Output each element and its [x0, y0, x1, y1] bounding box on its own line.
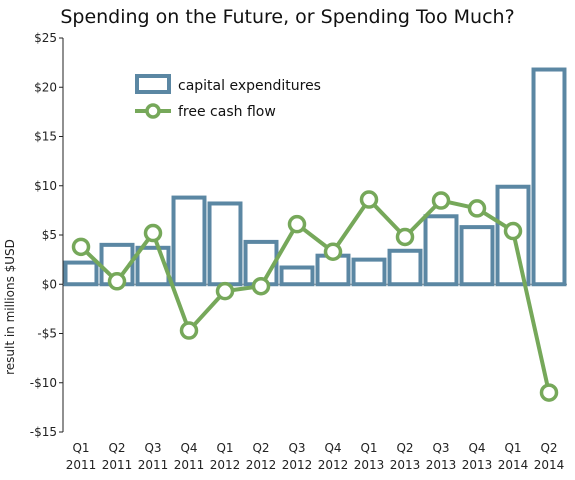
point-fcf: [287, 214, 307, 234]
x-tick-label-year: 2013: [390, 458, 421, 472]
y-tick-label: $5: [42, 228, 57, 242]
x-tick-label-year: 2011: [102, 458, 133, 472]
y-tick-label: $0: [42, 277, 57, 291]
x-tick-label-year: 2014: [498, 458, 529, 472]
x-tick-label-quarter: Q2: [540, 441, 557, 455]
y-tick-label: $20: [34, 80, 57, 94]
x-tick-label-year: 2014: [534, 458, 565, 472]
x-tick-label-quarter: Q4: [324, 441, 341, 455]
bar-capex: [63, 260, 99, 287]
x-tick-label-year: 2012: [210, 458, 241, 472]
y-tick-label: $25: [34, 31, 57, 45]
x-tick-label-quarter: Q3: [288, 441, 305, 455]
x-tick-label-year: 2012: [318, 458, 349, 472]
bar-capex: [171, 195, 207, 287]
x-tick-label-quarter: Q2: [396, 441, 413, 455]
x-tick-label-quarter: Q1: [216, 441, 233, 455]
x-tick-label-quarter: Q1: [360, 441, 377, 455]
chart-title: Spending on the Future, or Spending Too …: [60, 6, 515, 28]
y-tick-label: -$10: [30, 376, 57, 390]
y-tick-label: $10: [34, 179, 57, 193]
x-tick-label-year: 2012: [282, 458, 313, 472]
point-fcf: [251, 276, 271, 296]
point-fcf: [431, 191, 451, 210]
point-fcf: [539, 383, 559, 402]
bar-capex: [207, 201, 243, 287]
x-tick-label-year: 2011: [66, 458, 97, 472]
bar-capex: [387, 248, 423, 287]
point-fcf: [143, 223, 163, 243]
point-fcf: [323, 242, 343, 261]
x-tick-label-quarter: Q2: [252, 441, 269, 455]
y-tick-label: -$5: [37, 327, 57, 341]
x-tick-label-year: 2012: [246, 458, 277, 472]
legend: capital expenditures free cash flow: [135, 74, 321, 120]
x-tick-label-year: 2011: [138, 458, 169, 472]
x-tick-label-quarter: Q3: [144, 441, 161, 455]
point-fcf: [467, 199, 487, 218]
x-tick-label-quarter: Q2: [108, 441, 125, 455]
bar-capex: [531, 67, 567, 287]
x-tick-label-quarter: Q1: [72, 441, 89, 455]
x-tick-label-quarter: Q3: [432, 441, 449, 455]
legend-swatch-fcf-marker: [145, 103, 161, 119]
x-tick-label-year: 2011: [174, 458, 205, 472]
x-tick-label-quarter: Q1: [504, 441, 521, 455]
point-fcf: [395, 227, 415, 247]
axes: -$15 -$10 -$5 $0 $5 $10 $15 $20 $25 Q1 2011 Q2 2011 Q…: [30, 31, 567, 472]
point-fcf: [215, 281, 235, 301]
legend-label-fcf: free cash flow: [178, 104, 276, 120]
x-tick-label-year: 2013: [462, 458, 493, 472]
x-tick-label-year: 2013: [426, 458, 457, 472]
x-tick-label-quarter: Q4: [180, 441, 197, 455]
point-fcf: [359, 190, 379, 209]
point-fcf: [107, 272, 127, 291]
point-fcf: [503, 221, 523, 241]
y-axis-label: result in millions $USD: [3, 239, 17, 375]
line-series: [71, 190, 559, 402]
legend-swatch-capex: [135, 74, 171, 94]
bar-capex: [423, 214, 459, 287]
point-fcf: [71, 237, 91, 257]
legend-label-capex: capital expenditures: [178, 78, 321, 94]
bar-capex: [279, 265, 315, 287]
point-fcf: [179, 321, 199, 340]
y-tick-label: -$15: [30, 425, 57, 439]
x-tick-label-year: 2013: [354, 458, 385, 472]
bar-capex: [459, 225, 495, 287]
y-tick-label: $15: [34, 130, 57, 144]
x-tick-label-quarter: Q4: [468, 441, 485, 455]
bar-capex: [351, 257, 387, 287]
